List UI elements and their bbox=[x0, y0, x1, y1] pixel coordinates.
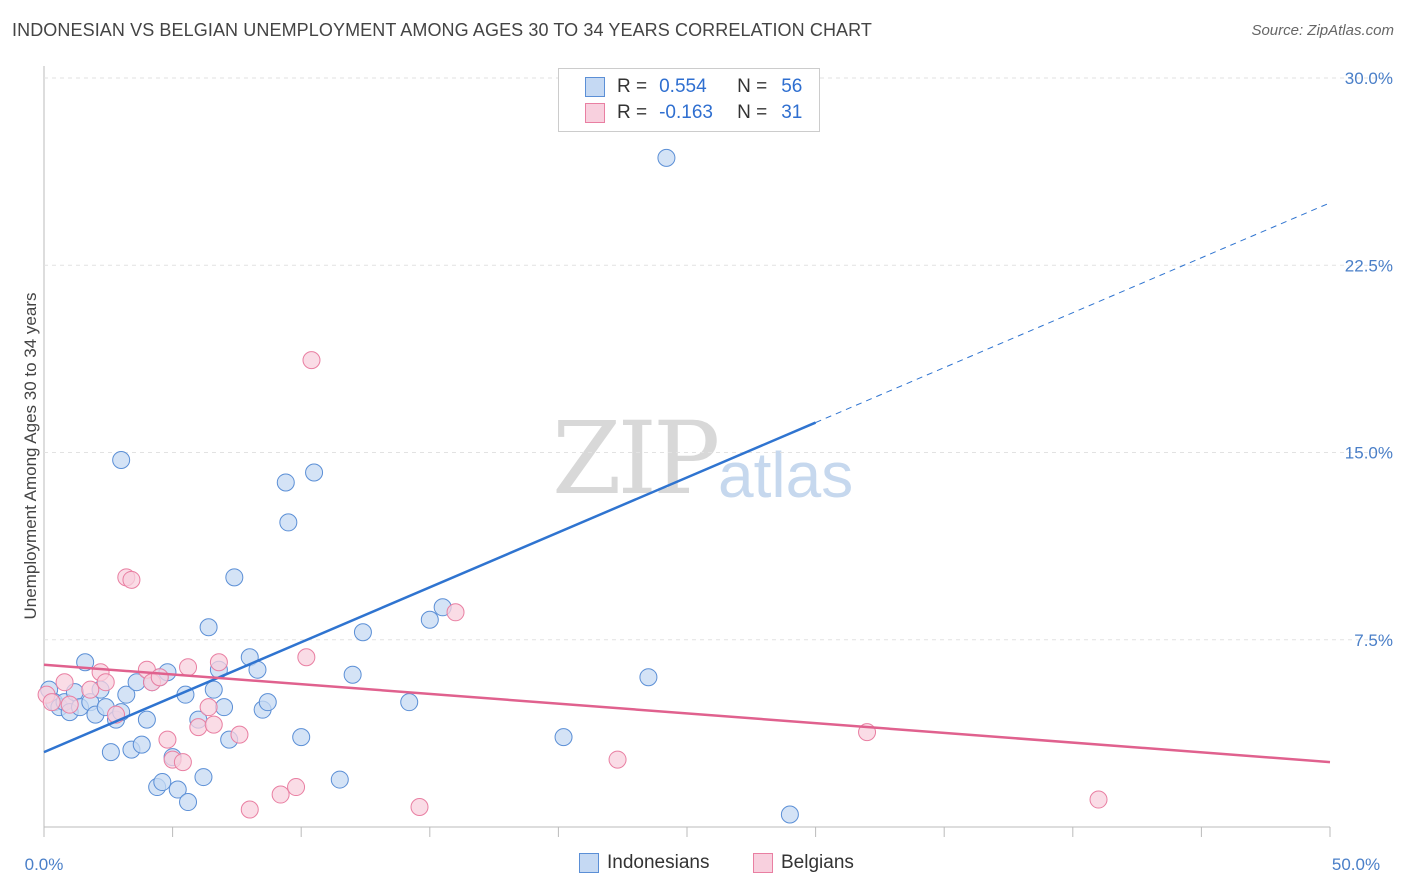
correlation-legend: R = 0.554 N = 56 R = -0.163 N = 31 bbox=[558, 68, 820, 132]
legend-n-label: N = bbox=[737, 76, 768, 97]
legend-r-label: R = bbox=[617, 102, 648, 123]
x-tick-label: 50.0% bbox=[1332, 855, 1380, 874]
belgian-point bbox=[204, 715, 223, 734]
belgian-point bbox=[297, 648, 316, 667]
legend-n-value: 56 bbox=[781, 76, 803, 97]
belgian-point bbox=[173, 753, 192, 772]
y-tick-label: 15.0% bbox=[1345, 444, 1393, 463]
y-tick-label: 7.5% bbox=[1354, 631, 1393, 650]
indonesian-point bbox=[279, 513, 298, 532]
indonesian-point bbox=[276, 473, 295, 492]
belgian-point bbox=[179, 658, 198, 677]
indonesian-point bbox=[101, 743, 120, 762]
belgian-point bbox=[60, 695, 79, 714]
indonesian-point bbox=[400, 693, 419, 712]
indonesian-point bbox=[199, 618, 218, 637]
legend-swatch-belgians bbox=[585, 103, 605, 123]
indonesian-point bbox=[657, 148, 676, 167]
bottom-legend-belgians: Belgians bbox=[753, 852, 854, 874]
belgian-point bbox=[1089, 790, 1108, 809]
indonesian-point bbox=[353, 623, 372, 642]
chart-source: Source: ZipAtlas.com bbox=[1251, 22, 1394, 39]
belgian-point bbox=[209, 653, 228, 672]
chart-title: INDONESIAN VS BELGIAN UNEMPLOYMENT AMONG… bbox=[12, 20, 873, 40]
bottom-legend-label: Belgians bbox=[781, 852, 854, 873]
legend-n-value: 31 bbox=[781, 102, 803, 123]
indonesian-point bbox=[420, 610, 439, 629]
legend-r-value: -0.163 bbox=[659, 102, 713, 123]
legend-row-belgians: R = -0.163 N = 31 bbox=[585, 101, 802, 125]
belgian-point bbox=[150, 668, 169, 687]
belgian-point bbox=[158, 730, 177, 749]
indonesian-point bbox=[194, 768, 213, 787]
indonesian-point bbox=[132, 735, 151, 754]
legend-row-indonesians: R = 0.554 N = 56 bbox=[585, 75, 802, 99]
indonesian-point bbox=[225, 568, 244, 587]
belgian-point bbox=[189, 718, 208, 737]
belgian-point bbox=[608, 750, 627, 769]
legend-n-label: N = bbox=[737, 102, 768, 123]
legend-r-value: 0.554 bbox=[659, 76, 707, 97]
x-tick-label: 0.0% bbox=[25, 855, 64, 874]
belgian-point bbox=[55, 673, 74, 692]
y-tick-label: 22.5% bbox=[1345, 256, 1393, 275]
belgian-point bbox=[446, 603, 465, 622]
belgian-point bbox=[302, 351, 321, 370]
watermark-atlas: atlas bbox=[718, 439, 854, 511]
belgian-point bbox=[287, 778, 306, 797]
belgian-point bbox=[199, 698, 218, 717]
indonesian-trend-extension bbox=[815, 202, 1331, 423]
belgian-point bbox=[271, 785, 290, 804]
bottom-legend-swatch-indonesians bbox=[579, 853, 599, 873]
belgian-point bbox=[96, 673, 115, 692]
bottom-legend-swatch-belgians bbox=[753, 853, 773, 873]
indonesian-point bbox=[204, 680, 223, 699]
legend-swatch-indonesians bbox=[585, 77, 605, 97]
y-axis-label: Unemployment Among Ages 30 to 34 years bbox=[21, 293, 40, 620]
indonesian-point bbox=[343, 665, 362, 684]
belgian-point bbox=[230, 725, 249, 744]
bottom-legend-label: Indonesians bbox=[607, 852, 710, 873]
indonesian-point bbox=[554, 728, 573, 747]
belgian-point bbox=[122, 570, 141, 589]
belgian-point bbox=[410, 798, 429, 817]
indonesian-point bbox=[780, 805, 799, 824]
indonesian-point bbox=[639, 668, 658, 687]
indonesian-point bbox=[330, 770, 349, 789]
belgian-point bbox=[81, 680, 100, 699]
belgian-point bbox=[240, 800, 259, 819]
indonesian-point bbox=[168, 780, 187, 799]
indonesian-point bbox=[112, 450, 131, 469]
belgian-point bbox=[42, 693, 61, 712]
indonesian-point bbox=[117, 685, 136, 704]
indonesian-point bbox=[258, 693, 277, 712]
indonesian-point bbox=[292, 728, 311, 747]
indonesian-point bbox=[179, 793, 198, 812]
bottom-legend-indonesians: Indonesians bbox=[579, 852, 709, 874]
indonesian-point bbox=[215, 698, 234, 717]
legend-r-label: R = bbox=[617, 76, 648, 97]
watermark-zip: ZIP bbox=[552, 400, 720, 517]
indonesian-point bbox=[137, 710, 156, 729]
indonesian-point bbox=[153, 773, 172, 792]
indonesian-trend-line bbox=[43, 421, 817, 754]
indonesian-point bbox=[305, 463, 324, 482]
y-tick-label: 30.0% bbox=[1345, 69, 1393, 88]
belgian-trend-line bbox=[43, 663, 1331, 764]
